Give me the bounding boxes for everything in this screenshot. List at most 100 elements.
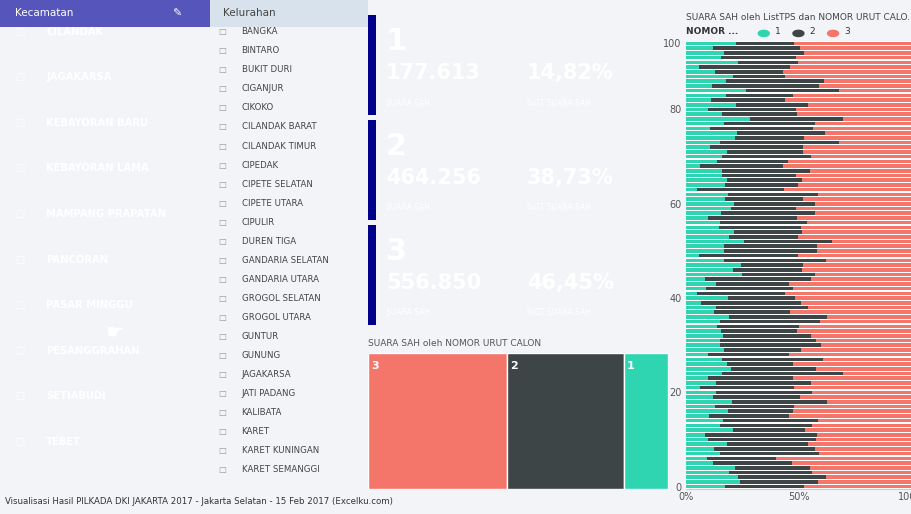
Bar [715, 282, 788, 286]
Bar [685, 169, 721, 173]
Bar [685, 46, 712, 50]
Bar [685, 141, 719, 144]
Text: 3: 3 [843, 27, 849, 36]
Bar [793, 405, 911, 408]
Bar [685, 202, 733, 206]
Bar [685, 150, 726, 154]
Text: □: □ [218, 237, 226, 246]
Bar [699, 386, 793, 390]
Bar [707, 353, 788, 356]
Bar [368, 15, 376, 115]
Bar [796, 113, 911, 116]
Bar [803, 263, 911, 267]
Bar [799, 46, 911, 50]
Bar [732, 400, 826, 403]
Bar [706, 456, 775, 460]
Bar [817, 480, 911, 484]
Text: BANGKA: BANGKA [241, 27, 278, 36]
Text: ✎: ✎ [172, 8, 181, 19]
Bar [826, 400, 911, 403]
Text: □: □ [218, 294, 226, 303]
Bar [685, 42, 735, 45]
Text: SUARA SAH oleh ListTPS dan NOMOR URUT CALO...: SUARA SAH oleh ListTPS dan NOMOR URUT CA… [685, 13, 911, 22]
Text: □: □ [218, 27, 226, 36]
Bar [810, 278, 911, 281]
Bar [791, 461, 911, 465]
Bar [685, 353, 707, 356]
Bar [700, 301, 800, 304]
Bar [685, 438, 708, 441]
Text: CIGANJUR: CIGANJUR [241, 84, 284, 94]
Text: KARET: KARET [241, 427, 270, 436]
Text: NOMOR ...: NOMOR ... [685, 27, 738, 36]
Bar [811, 471, 911, 474]
Text: CIPETE UTARA: CIPETE UTARA [241, 198, 302, 208]
Text: 14,82%: 14,82% [527, 63, 613, 83]
Bar [685, 56, 721, 60]
Text: CILANDAK TIMUR: CILANDAK TIMUR [241, 141, 315, 151]
Bar [803, 150, 911, 154]
Text: JATI PADANG: JATI PADANG [241, 389, 295, 398]
Bar [814, 438, 911, 441]
Text: GROGOL UTARA: GROGOL UTARA [241, 313, 310, 322]
Text: BINTARO: BINTARO [241, 46, 280, 56]
Text: □: □ [218, 446, 226, 455]
Bar [368, 225, 376, 324]
Bar [734, 466, 809, 470]
Bar [696, 291, 783, 295]
Bar [782, 70, 911, 74]
Bar [699, 164, 782, 168]
Bar [704, 278, 810, 281]
Bar [789, 65, 911, 69]
Bar [685, 334, 722, 338]
Text: □: □ [218, 65, 226, 75]
Bar [685, 240, 743, 243]
Text: %GT SUARA SAH: %GT SUARA SAH [527, 204, 590, 212]
Bar [685, 249, 723, 253]
Bar [825, 475, 911, 479]
Bar [782, 164, 911, 168]
Bar [806, 221, 911, 225]
Bar [368, 353, 507, 489]
Text: □: □ [218, 389, 226, 398]
Bar [712, 395, 799, 399]
Bar [685, 372, 722, 375]
Bar [685, 117, 750, 121]
Bar [685, 108, 707, 111]
Bar [736, 131, 824, 135]
Bar [368, 120, 376, 220]
Text: □: □ [218, 370, 226, 379]
Bar [726, 178, 801, 182]
Bar [793, 376, 911, 380]
Bar [735, 103, 806, 106]
Bar [685, 348, 723, 352]
Bar [715, 381, 810, 384]
Bar [722, 419, 817, 423]
Bar [788, 282, 911, 286]
Bar [807, 443, 911, 446]
Text: Visualisasi Hasil PILKADA DKI JAKARTA 2017 - Jakarta Selatan - 15 Feb 2017 (Exce: Visualisasi Hasil PILKADA DKI JAKARTA 20… [5, 497, 392, 506]
Text: □: □ [218, 427, 226, 436]
Bar [723, 348, 801, 352]
Bar [685, 315, 728, 319]
Bar [737, 61, 797, 64]
Bar [789, 310, 911, 314]
Bar [685, 80, 725, 83]
Bar [723, 249, 816, 253]
Bar [685, 245, 723, 248]
Bar [801, 268, 911, 271]
Bar [685, 207, 730, 210]
Bar [685, 75, 732, 78]
Bar [720, 320, 819, 323]
Bar [721, 56, 794, 60]
Text: GANDARIA UTARA: GANDARIA UTARA [241, 275, 318, 284]
Bar [712, 46, 799, 50]
Bar [799, 324, 911, 328]
Bar [685, 103, 735, 106]
Bar [730, 207, 795, 210]
Bar [722, 334, 810, 338]
Bar [698, 65, 789, 69]
Bar [685, 395, 712, 399]
Bar [685, 414, 708, 418]
Bar [685, 306, 716, 309]
